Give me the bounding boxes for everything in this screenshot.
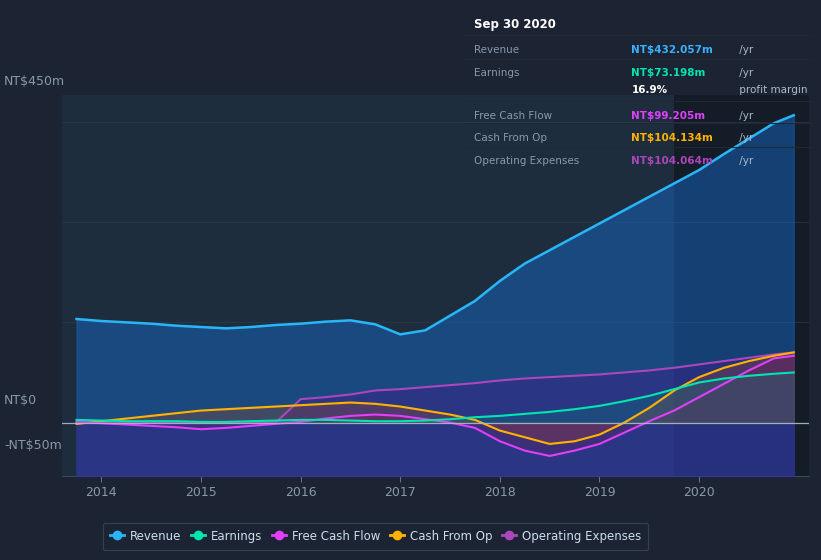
Bar xyxy=(674,95,809,476)
Text: Sep 30 2020: Sep 30 2020 xyxy=(475,17,556,31)
Text: profit margin: profit margin xyxy=(736,85,808,95)
Text: NT$432.057m: NT$432.057m xyxy=(631,45,713,55)
Text: 16.9%: 16.9% xyxy=(631,85,667,95)
Text: NT$104.064m: NT$104.064m xyxy=(631,156,713,166)
Text: /yr: /yr xyxy=(736,133,754,143)
Text: /yr: /yr xyxy=(736,111,754,122)
Text: /yr: /yr xyxy=(736,45,754,55)
Text: Revenue: Revenue xyxy=(475,45,520,55)
Text: -NT$50m: -NT$50m xyxy=(4,438,62,452)
Legend: Revenue, Earnings, Free Cash Flow, Cash From Op, Operating Expenses: Revenue, Earnings, Free Cash Flow, Cash … xyxy=(103,523,648,550)
Text: NT$0: NT$0 xyxy=(4,394,37,407)
Text: NT$450m: NT$450m xyxy=(4,74,65,88)
Text: Earnings: Earnings xyxy=(475,68,520,78)
Text: Operating Expenses: Operating Expenses xyxy=(475,156,580,166)
Text: NT$73.198m: NT$73.198m xyxy=(631,68,706,78)
Text: NT$104.134m: NT$104.134m xyxy=(631,133,713,143)
Text: /yr: /yr xyxy=(736,68,754,78)
Text: NT$99.205m: NT$99.205m xyxy=(631,111,705,122)
Text: Cash From Op: Cash From Op xyxy=(475,133,548,143)
Text: /yr: /yr xyxy=(736,156,754,166)
Text: Free Cash Flow: Free Cash Flow xyxy=(475,111,553,122)
